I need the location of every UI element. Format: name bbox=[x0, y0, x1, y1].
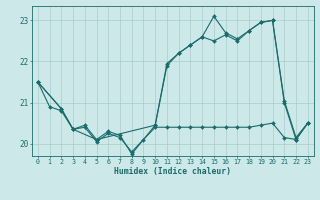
X-axis label: Humidex (Indice chaleur): Humidex (Indice chaleur) bbox=[114, 167, 231, 176]
